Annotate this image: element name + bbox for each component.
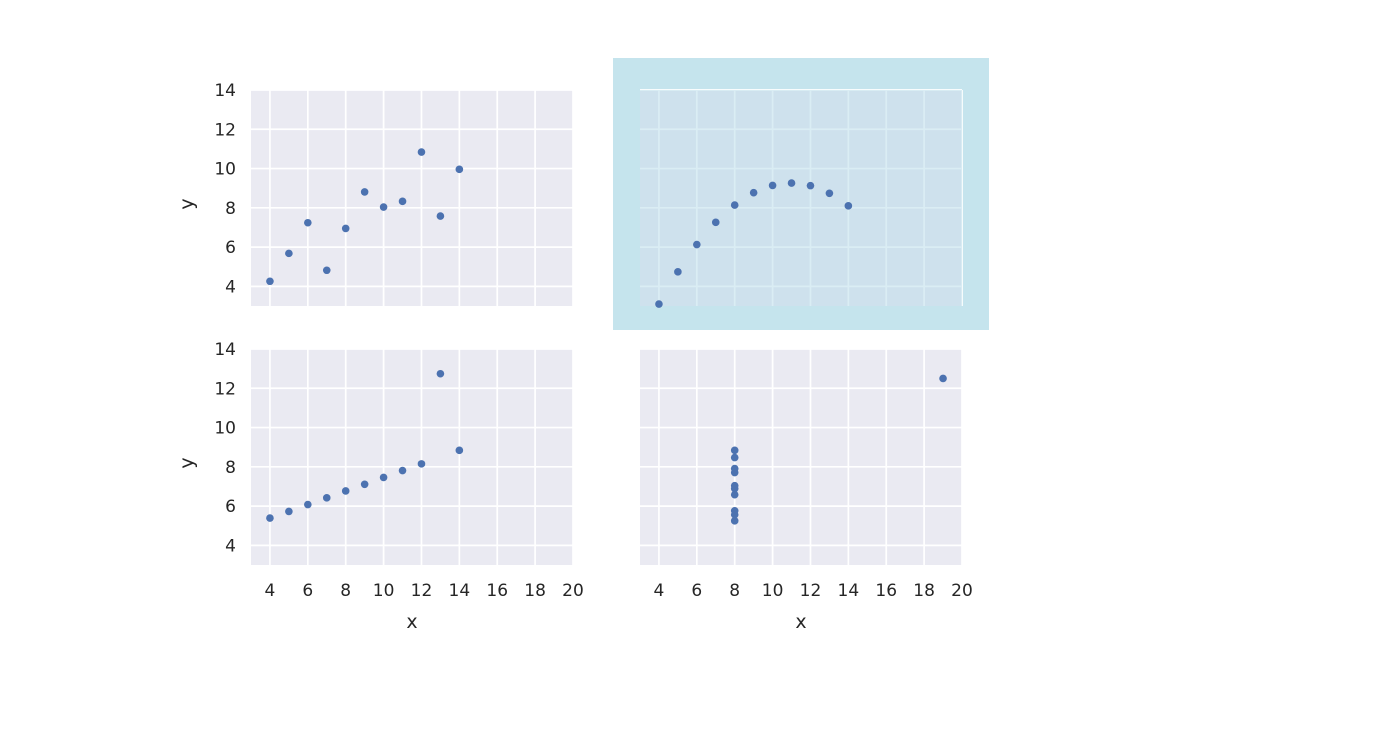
x-tick-label: 12 — [800, 581, 822, 601]
plot-background — [251, 349, 573, 565]
x-tick-label: 18 — [524, 581, 546, 601]
data-point — [693, 240, 701, 249]
data-point — [379, 203, 388, 211]
x-tick-label: 18 — [913, 581, 935, 601]
x-tick-label: 4 — [654, 581, 665, 601]
x-tick-label: 6 — [691, 581, 702, 601]
x-axis-label: x — [406, 611, 417, 633]
y-tick-label: 10 — [214, 160, 236, 180]
data-point — [768, 181, 777, 190]
data-point — [360, 480, 369, 489]
x-tick-label: 10 — [373, 581, 395, 601]
x-tick-label: 14 — [838, 581, 860, 601]
y-tick-label: 8 — [225, 199, 236, 219]
x-tick-label: 12 — [411, 581, 433, 601]
data-point — [730, 517, 739, 525]
data-point — [266, 514, 274, 522]
data-point — [455, 446, 464, 455]
data-point — [322, 266, 331, 275]
data-point — [304, 218, 312, 227]
y-axis-label: y — [176, 457, 198, 468]
data-point — [417, 148, 426, 156]
x-tick-label: 14 — [449, 581, 471, 601]
data-point — [322, 494, 331, 502]
data-point — [730, 446, 739, 455]
plot-background — [640, 349, 962, 565]
data-point — [341, 487, 350, 495]
data-point — [730, 490, 739, 499]
data-point — [455, 165, 464, 174]
data-point — [730, 464, 739, 473]
data-point — [417, 460, 426, 468]
data-point — [730, 453, 739, 462]
data-point — [749, 188, 758, 197]
y-axis-label: y — [176, 198, 198, 209]
plot-background — [251, 90, 573, 306]
x-tick-label: 16 — [875, 581, 897, 601]
data-point — [360, 188, 369, 196]
facet-panel-1: 4 6 8 10 12 14 y — [176, 81, 574, 306]
x-tick-label: 8 — [729, 581, 740, 601]
data-point — [730, 510, 739, 519]
data-point — [398, 197, 407, 206]
y-tick-label: 6 — [225, 497, 236, 517]
y-tick-label: 10 — [214, 419, 236, 439]
data-point — [285, 249, 293, 258]
data-point — [379, 473, 388, 482]
data-point — [730, 484, 739, 493]
y-tick-label: 14 — [214, 81, 236, 101]
y-tick-label: 12 — [214, 120, 236, 140]
data-point — [304, 500, 312, 509]
x-tick-label: 8 — [340, 581, 351, 601]
facet-panel-2 — [613, 58, 989, 330]
data-point — [711, 218, 720, 227]
data-point — [398, 466, 407, 475]
plot-background — [640, 90, 962, 306]
x-tick-label: 16 — [486, 581, 508, 601]
x-tick-label: 20 — [562, 581, 584, 601]
data-point — [436, 212, 445, 220]
data-point — [939, 374, 947, 383]
x-tick-label: 10 — [762, 581, 784, 601]
facet-panel-3: 4 6 8 10 12 14 16 18 20 4 6 8 10 12 14 x y — [176, 340, 584, 633]
data-point — [844, 202, 853, 210]
y-tick-label: 8 — [225, 458, 236, 478]
x-tick-label: 20 — [951, 581, 973, 601]
data-point — [674, 268, 682, 276]
y-tick-label: 4 — [225, 536, 236, 556]
data-point — [436, 369, 445, 378]
data-point — [266, 277, 274, 286]
data-point — [655, 300, 663, 308]
x-tick-label: 4 — [265, 581, 276, 601]
data-point — [285, 507, 293, 516]
data-point — [825, 189, 834, 198]
highlight-overlay — [640, 90, 962, 306]
facet-panel-4: 4 6 8 10 12 14 16 18 20 x — [640, 348, 973, 633]
data-point — [787, 179, 796, 187]
x-tick-label: 6 — [302, 581, 313, 601]
y-tick-label: 6 — [225, 238, 236, 258]
y-tick-label: 12 — [214, 379, 236, 399]
x-axis-label: x — [795, 611, 806, 633]
data-point — [730, 201, 739, 209]
data-point — [806, 181, 815, 190]
y-tick-label: 14 — [214, 340, 236, 360]
y-tick-label: 4 — [225, 277, 236, 297]
data-point — [341, 224, 350, 233]
